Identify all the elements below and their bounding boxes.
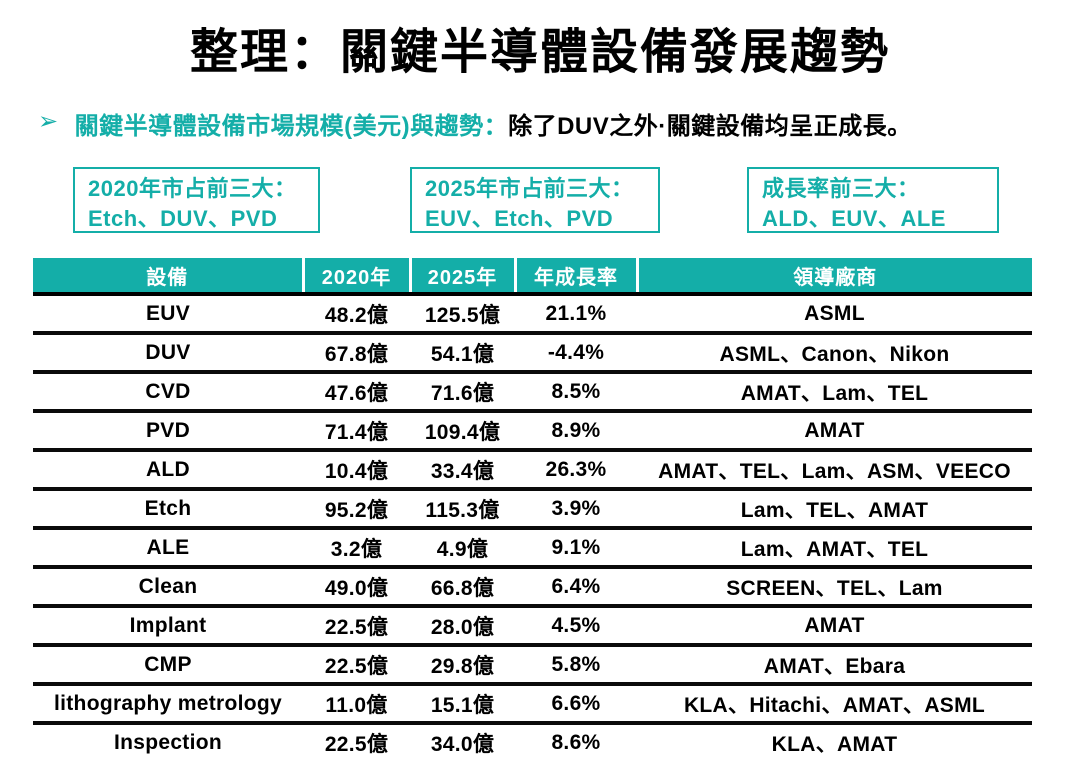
equipment-cell: Implant: [33, 606, 303, 647]
value-2025-cell: 4.9億: [410, 528, 515, 569]
callout-line1: 2020年市占前三大：: [88, 176, 297, 201]
table-row: ALD 10.4億 33.4億 26.3% AMAT、TEL、Lam、ASM、V…: [33, 450, 1032, 491]
table-row: EUV 48.2億 125.5億 21.1% ASML: [33, 294, 1032, 335]
growth-cell: 5.8%: [515, 645, 637, 686]
table-row: CVD 47.6億 71.6億 8.5% AMAT、Lam、TEL: [33, 372, 1032, 413]
table-row: Inspection 22.5億 34.0億 8.6% KLA、AMAT: [33, 723, 1032, 760]
col-header-vendors: 領導廠商: [637, 258, 1032, 296]
vendors-cell: Lam、TEL、AMAT: [637, 489, 1032, 530]
vendors-cell: ASML: [637, 294, 1032, 335]
col-header-2020: 2020年: [303, 258, 412, 296]
value-2025-cell: 115.3億: [410, 489, 515, 530]
equipment-cell: lithography metrology: [33, 684, 303, 725]
value-2020-cell: 47.6億: [303, 372, 410, 413]
callout-2020-top3: 2020年市占前三大： Etch、DUV、PVD: [73, 167, 320, 233]
vendors-cell: AMAT、TEL、Lam、ASM、VEECO: [637, 450, 1032, 491]
value-2025-cell: 66.8億: [410, 567, 515, 608]
subtitle-text: 關鍵半導體設備市場規模(美元)與趨勢：除了DUV之外·關鍵設備均呈正成長。: [75, 106, 912, 141]
growth-cell: 8.6%: [551, 730, 601, 754]
equipment-cell: ALE: [33, 528, 303, 569]
col-header-equipment: 設備: [33, 258, 305, 296]
equipment-table: 設備 2020年 2025年 年成長率 領導廠商 EUV 48.2億 125.5…: [33, 258, 1032, 760]
vendors-cell: Lam、AMAT、TEL: [637, 528, 1032, 569]
growth-cell: 8.9%: [515, 411, 637, 452]
vendors-cell: ASML、Canon、Nikon: [637, 333, 1032, 374]
page-title: 整理：關鍵半導體設備發展趨勢: [189, 26, 890, 79]
vendors-cell: AMAT: [637, 411, 1032, 452]
growth-cell: 9.1%: [515, 528, 637, 569]
table-row: Etch 95.2億 115.3億 3.9% Lam、TEL、AMAT: [33, 489, 1032, 530]
table-header-row: 設備 2020年 2025年 年成長率 領導廠商: [33, 258, 1032, 296]
growth-cell: 4.5%: [515, 606, 637, 647]
col-header-2025: 2025年: [410, 258, 517, 296]
value-2020-cell: 49.0億: [303, 567, 410, 608]
equipment-cell: Inspection: [113, 730, 222, 754]
value-2020-cell: 95.2億: [303, 489, 410, 530]
callout-line1: 2025年市占前三大：: [425, 176, 634, 201]
growth-cell: 3.9%: [515, 489, 637, 530]
callout-line2: Etch、DUV、PVD: [88, 206, 278, 232]
subtitle: ➢ 關鍵半導體設備市場規模(美元)與趨勢：除了DUV之外·關鍵設備均呈正成長。: [38, 106, 912, 141]
equipment-cell: Etch: [33, 489, 303, 530]
growth-cell: 8.5%: [515, 372, 637, 413]
growth-cell: 21.1%: [515, 294, 637, 335]
growth-cell: 26.3%: [515, 450, 637, 491]
equipment-cell: EUV: [33, 294, 303, 335]
value-2025-cell: 29.8億: [410, 645, 515, 686]
value-2020-cell: 22.5億: [303, 645, 410, 686]
table-row: Implant 22.5億 28.0億 4.5% AMAT: [33, 606, 1032, 647]
subtitle-highlight: 關鍵半導體設備市場規模(美元)與趨勢：: [74, 113, 509, 140]
vendors-cell: KLA、Hitachi、AMAT、ASML: [637, 684, 1032, 725]
value-2020-cell: 11.0億: [303, 684, 410, 725]
table-row: ALE 3.2億 4.9億 9.1% Lam、AMAT、TEL: [33, 528, 1032, 569]
subtitle-rest: 除了DUV之外·關鍵設備均呈正成長。: [508, 113, 912, 140]
callout-line1: 成長率前三大：: [762, 176, 920, 201]
growth-cell: -4.4%: [515, 333, 637, 374]
value-2025-cell: 33.4億: [410, 450, 515, 491]
table-row: lithography metrology 11.0億 15.1億 6.6% K…: [33, 684, 1032, 725]
equipment-cell: Clean: [33, 567, 303, 608]
value-2025-cell: 34.0億: [430, 732, 495, 756]
vendors-cell: AMAT、Lam、TEL: [637, 372, 1032, 413]
value-2020-cell: 10.4億: [303, 450, 410, 491]
callout-growth-top3: 成長率前三大： ALD、EUV、ALE: [747, 167, 999, 233]
value-2020-cell: 3.2億: [303, 528, 410, 569]
table-row: DUV 67.8億 54.1億 -4.4% ASML、Canon、Nikon: [33, 333, 1032, 374]
vendors-cell: AMAT: [637, 606, 1032, 647]
table-row: PVD 71.4億 109.4億 8.9% AMAT: [33, 411, 1032, 452]
value-2020-cell: 22.5億: [324, 732, 389, 756]
vendors-cell: SCREEN、TEL、Lam: [637, 567, 1032, 608]
callout-line2: EUV、Etch、PVD: [425, 206, 614, 232]
value-2020-cell: 48.2億: [303, 294, 410, 335]
value-2025-cell: 28.0億: [410, 606, 515, 647]
vendors-cell: KLA、AMAT: [771, 732, 898, 756]
equipment-cell: CMP: [33, 645, 303, 686]
arrow-bullet-icon: ➢: [38, 108, 59, 135]
equipment-cell: PVD: [33, 411, 303, 452]
equipment-cell: ALD: [33, 450, 303, 491]
value-2020-cell: 67.8億: [303, 333, 410, 374]
value-2025-cell: 15.1億: [410, 684, 515, 725]
value-2025-cell: 109.4億: [410, 411, 515, 452]
col-header-growth: 年成長率: [515, 258, 639, 296]
table-row: CMP 22.5億 29.8億 5.8% AMAT、Ebara: [33, 645, 1032, 686]
value-2020-cell: 71.4億: [303, 411, 410, 452]
vendors-cell: AMAT、Ebara: [637, 645, 1032, 686]
growth-cell: 6.6%: [515, 684, 637, 725]
value-2025-cell: 71.6億: [410, 372, 515, 413]
value-2020-cell: 22.5億: [303, 606, 410, 647]
equipment-cell: CVD: [33, 372, 303, 413]
growth-cell: 6.4%: [515, 567, 637, 608]
value-2025-cell: 125.5億: [410, 294, 515, 335]
equipment-cell: DUV: [33, 333, 303, 374]
table-row: Clean 49.0億 66.8億 6.4% SCREEN、TEL、Lam: [33, 567, 1032, 608]
callout-line2: ALD、EUV、ALE: [762, 206, 946, 232]
callout-2025-top3: 2025年市占前三大： EUV、Etch、PVD: [410, 167, 660, 233]
value-2025-cell: 54.1億: [410, 333, 515, 374]
